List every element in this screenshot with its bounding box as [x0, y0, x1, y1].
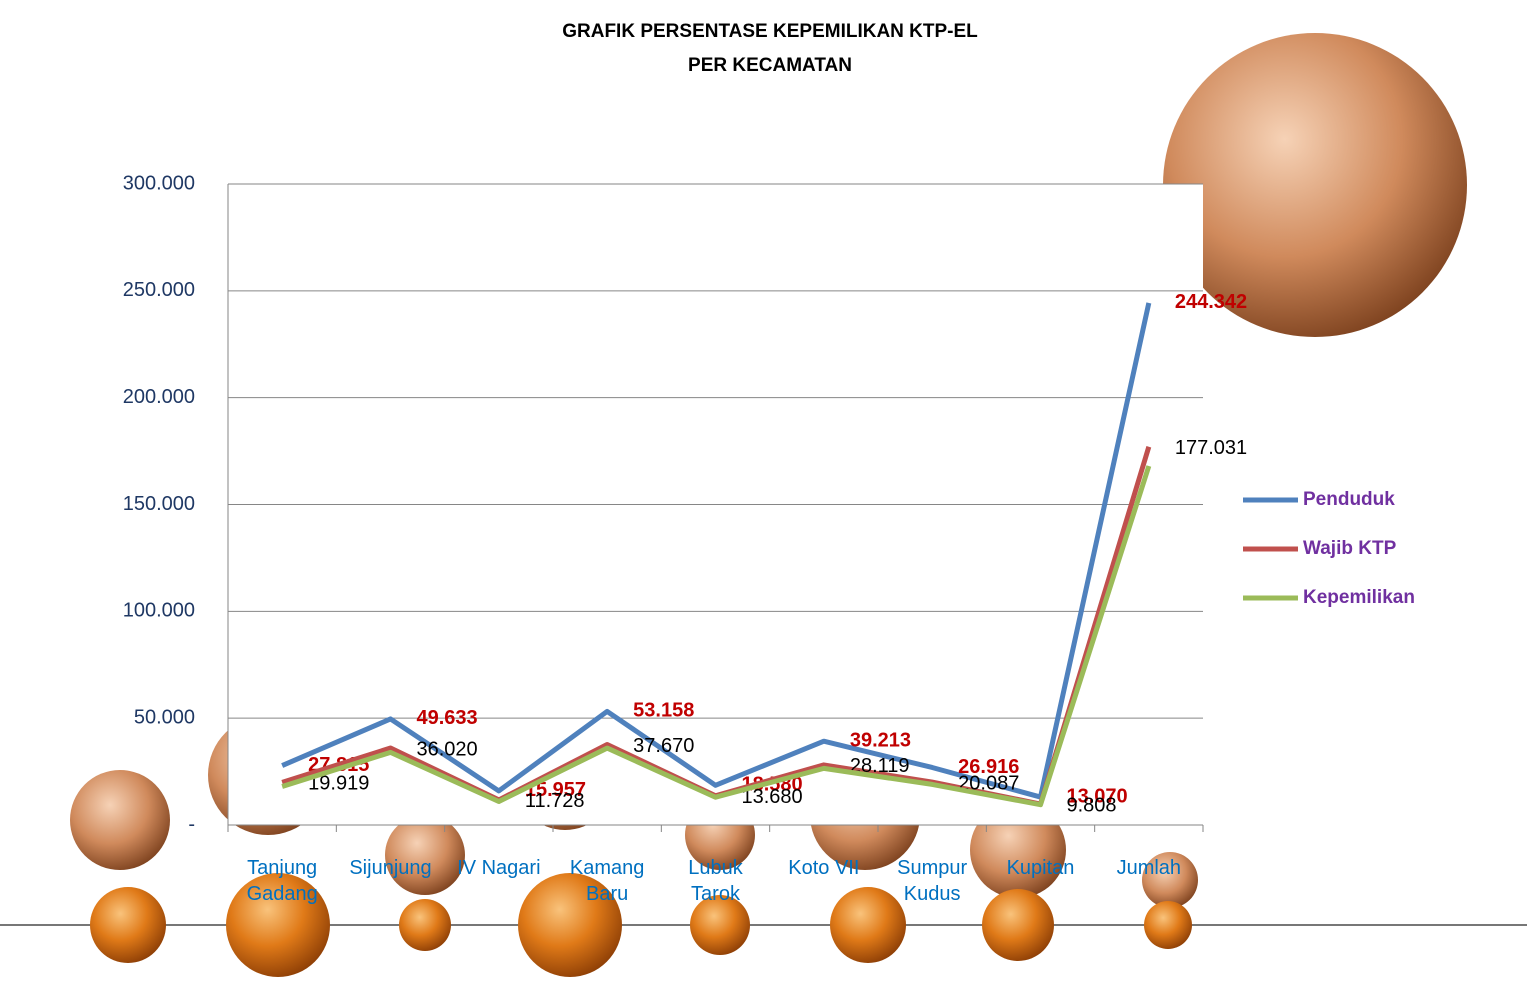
data-label: 39.213 [850, 729, 911, 751]
legend-label: Wajib KTP [1303, 538, 1397, 559]
y-tick-label: 150.000 [123, 493, 195, 515]
x-tick-label: Koto VII [788, 857, 860, 879]
x-tick-label: Lubuk Tarok [688, 857, 743, 905]
data-label: 20.087 [958, 772, 1019, 794]
x-tick-label: Tanjung Gadang [246, 857, 318, 905]
x-tick-label: Sumpur Kudus [897, 857, 968, 905]
data-label: 37.670 [633, 735, 694, 757]
legend-label: Kepemilikan [1303, 587, 1415, 608]
y-tick-label: - [188, 813, 195, 835]
y-tick-label: 200.000 [123, 386, 195, 408]
data-label: 244.342 [1175, 291, 1247, 313]
data-label: 13.680 [742, 786, 803, 808]
y-tick-label: 300.000 [123, 172, 195, 194]
series-line [281, 465, 1152, 808]
y-tick-label: 250.000 [123, 279, 195, 301]
y-tick-label: 50.000 [134, 706, 195, 728]
series-line [281, 302, 1152, 800]
chart-subtitle: PER KECAMATAN [688, 55, 852, 76]
data-label: 53.158 [633, 700, 694, 722]
data-label: 15.957 [525, 779, 586, 801]
data-label: 177.031 [1175, 437, 1247, 459]
data-label: 11.728 [525, 790, 585, 812]
data-label: 28.119 [850, 755, 910, 777]
x-tick-label: Jumlah [1116, 857, 1182, 879]
x-tick-label: Kupitan [1006, 857, 1075, 879]
data-label: 9.808 [1067, 794, 1117, 816]
data-label: 49.633 [417, 707, 478, 729]
legend-label: Penduduk [1303, 489, 1395, 510]
data-label: 13.070 [1067, 785, 1128, 807]
data-label: 36.020 [417, 738, 478, 760]
data-label: 19.919 [308, 773, 369, 795]
chart-title: GRAFIK PERSENTASE KEPEMILIKAN KTP-EL [562, 21, 978, 42]
x-tick-label: IV Nagari [457, 857, 541, 879]
data-label: 26.916 [958, 756, 1019, 778]
y-tick-label: 100.000 [123, 600, 195, 622]
x-tick-label: Sijunjung [349, 857, 432, 879]
x-tick-label: Kamang Baru [569, 857, 645, 905]
